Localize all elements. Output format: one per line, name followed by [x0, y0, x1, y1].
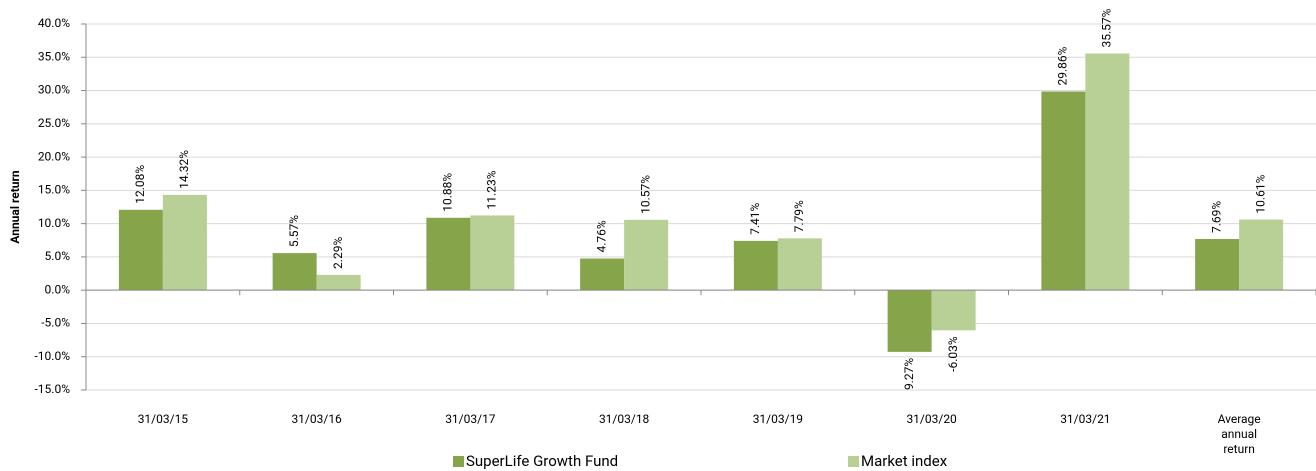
value-label: 9.27%	[902, 358, 916, 390]
legend-swatch	[453, 456, 464, 467]
bar	[162, 194, 207, 291]
x-tick-label-box: 31/03/19	[752, 412, 804, 426]
x-tick-label: 31/03/21	[1060, 412, 1111, 426]
bar	[1195, 239, 1240, 291]
y-tick-label: 5.0%	[45, 249, 71, 263]
bar	[777, 238, 822, 291]
x-tick-label-box: 31/03/18	[598, 412, 650, 426]
y-tick-label: 0.0%	[45, 282, 71, 296]
value-label: -6.03%	[946, 336, 960, 372]
x-tick-label-box: 31/03/17	[445, 412, 496, 426]
bar	[1239, 219, 1284, 291]
x-tick-label: 31/03/19	[752, 412, 804, 426]
x-tick-label-box: 31/03/21	[1060, 412, 1111, 426]
x-tick-label: 31/03/17	[445, 412, 496, 426]
bar	[931, 290, 976, 331]
value-label: 10.61%	[1253, 174, 1267, 213]
value-label: 10.57%	[638, 175, 652, 214]
y-tick-label: -10.0%	[34, 349, 70, 363]
bar	[118, 209, 163, 291]
x-tick-label-box: 31/03/20	[906, 412, 957, 426]
y-tick-label: 25.0%	[38, 116, 70, 130]
value-label: 14.32%	[177, 150, 191, 189]
x-tick-label: 31/03/20	[906, 412, 957, 426]
value-label: 7.41%	[748, 202, 762, 234]
bar	[733, 240, 778, 291]
legend-label: Market index	[861, 452, 948, 470]
value-label: 29.86%	[1056, 46, 1070, 85]
value-label: 2.29%	[331, 237, 345, 269]
y-tick-label: -15.0%	[34, 382, 70, 396]
y-tick-label: 20.0%	[38, 149, 70, 163]
value-label: 7.79%	[792, 200, 806, 232]
bar	[470, 215, 515, 291]
value-label: 11.23%	[485, 170, 499, 209]
y-axis-label: Annual return	[8, 170, 22, 244]
y-tick-label: 30.0%	[38, 83, 70, 97]
x-tick-label: Average annual return	[1217, 412, 1261, 456]
legend-swatch	[848, 456, 859, 467]
x-tick-label: 31/03/15	[137, 412, 189, 426]
bar	[426, 217, 471, 291]
y-tick-label: 10.0%	[38, 216, 70, 230]
x-tick-label-box: 31/03/16	[291, 412, 342, 426]
bar	[580, 258, 625, 291]
y-tick-label: 35.0%	[38, 49, 70, 63]
x-tick-label: 31/03/16	[291, 412, 342, 426]
y-tick-label: 15.0%	[38, 183, 70, 197]
value-label: 5.57%	[287, 215, 301, 247]
y-tick-label: -5.0%	[41, 316, 70, 330]
value-label: 12.08%	[133, 165, 147, 204]
bar	[1085, 53, 1130, 291]
x-tick-label-box: 31/03/15	[137, 412, 189, 426]
value-label: 7.69%	[1209, 201, 1223, 233]
value-label: 35.57%	[1100, 8, 1114, 47]
bar	[887, 290, 932, 352]
x-tick-label-box: Average annual return	[1217, 412, 1261, 456]
x-tick-label: 31/03/18	[598, 412, 650, 426]
bar	[316, 274, 361, 291]
bar	[624, 219, 669, 291]
bar	[1041, 91, 1086, 291]
value-label: 10.88%	[441, 173, 455, 212]
legend-label: SuperLife Growth Fund	[466, 452, 618, 470]
value-label: 4.76%	[594, 220, 608, 252]
y-tick-label: 40.0%	[38, 16, 70, 30]
bar	[272, 253, 317, 291]
